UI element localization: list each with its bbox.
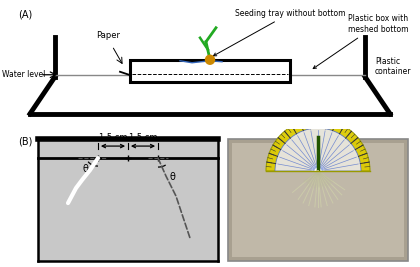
Text: θ: θ <box>169 172 175 182</box>
Text: Paper: Paper <box>96 31 120 40</box>
Text: Seeding tray without bottom: Seeding tray without bottom <box>213 9 345 56</box>
Wedge shape <box>275 128 361 171</box>
Text: 1.5 cm: 1.5 cm <box>129 133 157 142</box>
Bar <box>130 60 290 82</box>
Text: Water level: Water level <box>2 70 45 79</box>
Text: 1.5 cm: 1.5 cm <box>99 133 127 142</box>
Bar <box>38 139 218 261</box>
Bar <box>232 143 404 257</box>
Wedge shape <box>312 165 325 171</box>
Text: (B): (B) <box>18 136 32 146</box>
Bar <box>228 139 408 261</box>
Text: Plastic box with
meshed bottom: Plastic box with meshed bottom <box>313 14 409 69</box>
Circle shape <box>205 55 215 64</box>
Text: (A): (A) <box>18 10 32 20</box>
Text: Plastic
container: Plastic container <box>375 57 412 76</box>
Wedge shape <box>266 119 370 171</box>
Text: θ: θ <box>82 164 88 174</box>
